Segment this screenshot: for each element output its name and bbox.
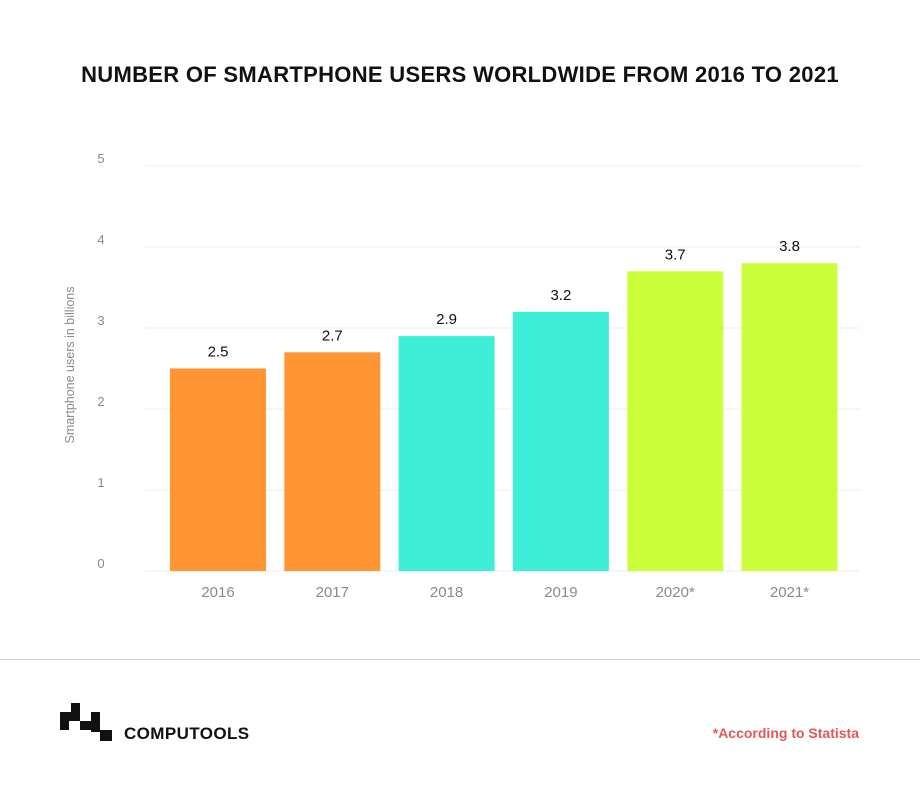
data-label: 3.7: [665, 246, 686, 263]
bars: [170, 263, 838, 571]
y-axis-label: Smartphone users in billions: [63, 286, 77, 443]
chart-title: NUMBER OF SMARTPHONE USERS WORLDWIDE FRO…: [81, 62, 839, 87]
x-tick-label: 2017: [316, 584, 349, 601]
bar-2018: [398, 336, 495, 571]
data-label: 2.9: [436, 311, 457, 328]
bar-2017: [284, 352, 381, 571]
y-tick-label: 5: [97, 151, 104, 166]
x-tick-label: 2020*: [656, 584, 695, 601]
data-label: 3.2: [550, 287, 571, 304]
source-note: *According to Statista: [712, 725, 859, 741]
x-tick-label: 2021*: [770, 584, 809, 601]
bar-2016: [170, 368, 266, 571]
brand-name: COMPUTOOLS: [124, 724, 250, 743]
bar-2021: [741, 263, 838, 571]
x-tick-label: 2019: [544, 584, 577, 601]
bar-2020: [627, 271, 724, 571]
x-tick-label: 2018: [430, 584, 463, 601]
x-axis-ticks: 2016 2017 2018 2019 2020* 2021*: [201, 584, 809, 601]
y-tick-label: 1: [97, 475, 104, 490]
y-tick-label: 0: [97, 556, 104, 571]
computools-logo-icon: [60, 703, 112, 741]
data-label: 2.7: [322, 327, 343, 344]
footer-divider: [0, 659, 920, 660]
bar-2019: [512, 311, 609, 571]
y-axis-ticks: 0 1 2 3 4 5: [97, 151, 104, 571]
data-label: 3.8: [779, 238, 800, 255]
data-label: 2.5: [208, 344, 229, 361]
y-tick-label: 2: [97, 394, 104, 409]
data-labels: 2.5 2.7 2.9 3.2 3.7 3.8: [208, 238, 800, 360]
x-tick-label: 2016: [201, 584, 234, 601]
y-tick-label: 3: [97, 313, 104, 328]
y-tick-label: 4: [97, 232, 104, 247]
